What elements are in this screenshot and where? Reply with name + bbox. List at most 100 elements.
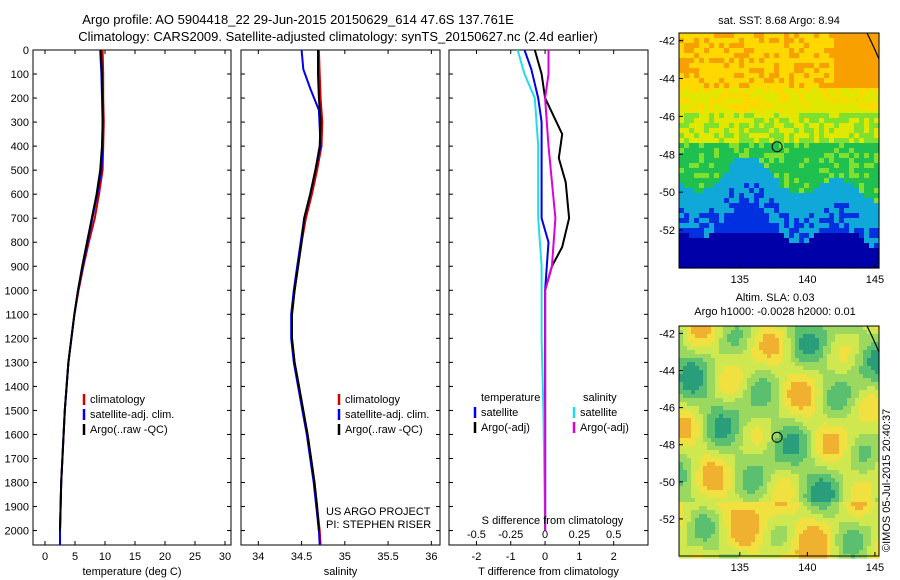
map-cell — [679, 248, 685, 254]
map-cell — [754, 243, 760, 249]
map-cell — [755, 506, 760, 511]
map-cell — [799, 422, 804, 427]
map-cell — [847, 470, 852, 475]
map-cell — [811, 418, 816, 423]
map-cell — [699, 478, 704, 483]
map-cell — [844, 258, 850, 264]
map-cell — [751, 390, 756, 395]
map-cell — [844, 248, 850, 254]
map-cell — [731, 422, 736, 427]
map-cell — [787, 534, 792, 539]
map-cell — [709, 88, 715, 94]
map-cell — [751, 382, 756, 387]
map-cell — [679, 546, 684, 551]
map-cell — [731, 510, 736, 515]
map-cell — [687, 374, 692, 379]
map-cell — [771, 526, 776, 531]
map-cell — [729, 153, 735, 159]
map-cell — [779, 253, 785, 259]
map-cell — [759, 454, 764, 459]
map-cell — [855, 450, 860, 455]
map-cell — [719, 93, 725, 99]
map-cell — [724, 158, 730, 164]
map-cell — [747, 494, 752, 499]
map-cell — [835, 382, 840, 387]
map-cell — [819, 143, 825, 149]
map-cell — [759, 326, 764, 331]
map-cell — [703, 502, 708, 507]
map-cell — [847, 434, 852, 439]
map-cell — [719, 426, 724, 431]
map-cell — [791, 454, 796, 459]
map-cell — [759, 346, 764, 351]
map-cell — [684, 63, 690, 69]
map-cell — [703, 398, 708, 403]
map-cell — [867, 398, 872, 403]
map-cell — [829, 188, 835, 194]
map-cell — [831, 534, 836, 539]
map-cell — [704, 123, 710, 129]
map-cell — [844, 183, 850, 189]
map-cell — [754, 248, 760, 254]
map-cell — [727, 546, 732, 551]
map-cell — [871, 350, 876, 355]
map-cell — [729, 193, 735, 199]
map-cell — [729, 218, 735, 224]
map-cell — [851, 358, 856, 363]
map-cell — [679, 342, 684, 347]
map-cell — [859, 118, 865, 124]
map-cell — [809, 263, 815, 269]
map-cell — [809, 168, 815, 174]
map-cell — [775, 502, 780, 507]
map-cell — [855, 542, 860, 547]
map-cell — [684, 98, 690, 104]
map-cell — [709, 93, 715, 99]
map-cell — [744, 253, 750, 259]
map-cell — [769, 243, 775, 249]
map-cell — [683, 358, 688, 363]
map-cell — [864, 173, 870, 179]
map-cell — [699, 228, 705, 234]
map-cell — [719, 243, 725, 249]
map-cell — [699, 438, 704, 443]
map-cell — [727, 362, 732, 367]
map-cell — [714, 218, 720, 224]
map-cell — [814, 43, 820, 49]
map-cell — [843, 478, 848, 483]
map-cell — [755, 338, 760, 343]
map-cell — [735, 350, 740, 355]
map-cell — [679, 118, 685, 124]
map-cell — [794, 253, 800, 259]
map-cell — [779, 354, 784, 359]
map-cell — [859, 430, 864, 435]
map-cell — [719, 374, 724, 379]
map-cell — [755, 350, 760, 355]
map-cell — [687, 550, 692, 555]
map-cell — [859, 98, 865, 104]
map-cell — [787, 494, 792, 499]
map-cell — [864, 83, 870, 89]
map-cell — [689, 88, 695, 94]
map-cell — [734, 53, 740, 59]
map-cell — [691, 326, 696, 331]
map-cell — [815, 482, 820, 487]
map-cell — [819, 406, 824, 411]
map-cell — [794, 73, 800, 79]
map-cell — [823, 338, 828, 343]
map-cell — [707, 418, 712, 423]
map-cell — [854, 213, 860, 219]
map-cell — [863, 338, 868, 343]
map-cell — [824, 153, 830, 159]
map-cell — [864, 38, 870, 44]
map-cell — [774, 233, 780, 239]
map-cell — [764, 123, 770, 129]
map-cell — [874, 253, 880, 259]
map-cell — [799, 63, 805, 69]
map-cell — [739, 208, 745, 214]
map-cell — [804, 183, 810, 189]
map-cell — [759, 193, 765, 199]
map-cell — [867, 358, 872, 363]
map-cell — [731, 398, 736, 403]
map-cell — [799, 138, 805, 144]
